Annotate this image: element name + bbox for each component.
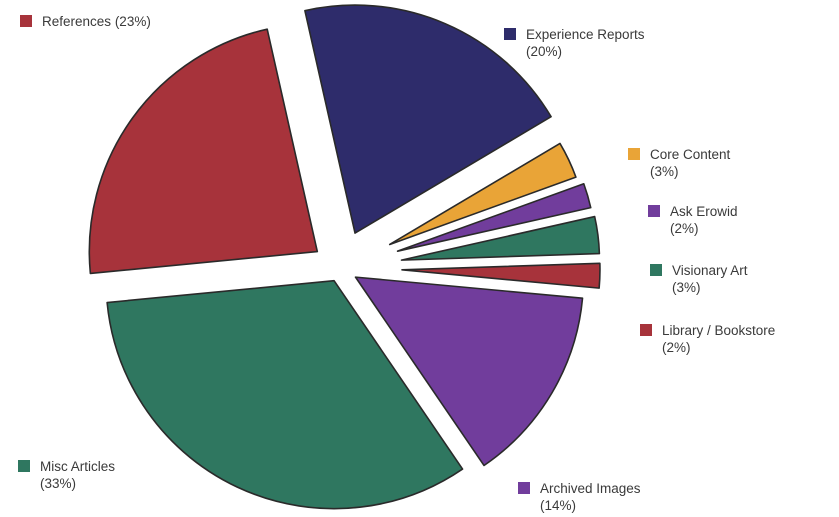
legend-label: Archived Images xyxy=(540,481,641,496)
pie-slice-library-bookstore xyxy=(401,262,601,289)
legend-item-ask-erowid: Ask Erowid (2%) xyxy=(648,203,738,237)
legend-percent: (3%) xyxy=(672,280,701,295)
legend-swatch xyxy=(648,205,660,217)
pie-slice-experience-reports xyxy=(304,4,552,234)
legend-swatch xyxy=(518,482,530,494)
pie-slice-archived-images xyxy=(354,276,584,467)
legend-item-misc-articles: Misc Articles (33%) xyxy=(18,458,115,492)
legend-item-references: References (23%) xyxy=(20,13,151,30)
pie-slice-misc-articles xyxy=(106,279,464,510)
legend-label: Library / Bookstore xyxy=(662,323,776,338)
legend-percent: (2%) xyxy=(670,221,699,236)
legend-percent: (33%) xyxy=(40,476,77,491)
legend-percent: (2%) xyxy=(662,340,691,355)
pie-slice-references xyxy=(88,28,319,275)
legend-label: Ask Erowid xyxy=(670,204,738,219)
legend-swatch xyxy=(640,324,652,336)
legend-percent: (14%) xyxy=(540,498,577,513)
legend-label: Experience Reports xyxy=(526,27,645,42)
legend-swatch xyxy=(650,264,662,276)
pie-slice-ask-erowid xyxy=(396,182,592,252)
legend-swatch xyxy=(18,460,30,472)
legend-label: Core Content xyxy=(650,147,731,162)
legend-swatch xyxy=(20,15,32,27)
legend-percent: (23%) xyxy=(114,14,151,29)
legend-item-visionary-art: Visionary Art (3%) xyxy=(650,262,748,296)
pie-slice-core-content xyxy=(388,142,577,246)
legend-item-experience-reports: Experience Reports (20%) xyxy=(504,26,645,60)
legend-item-library-bookstore: Library / Bookstore (2%) xyxy=(640,322,775,356)
legend-percent: (20%) xyxy=(526,44,563,59)
legend-label: Visionary Art xyxy=(672,263,748,278)
legend-label: References xyxy=(42,14,112,29)
pie-slice-visionary-art xyxy=(400,215,601,261)
legend-percent: (3%) xyxy=(650,164,679,179)
legend-label: Misc Articles xyxy=(40,459,116,474)
legend-swatch xyxy=(504,28,516,40)
legend-item-archived-images: Archived Images (14%) xyxy=(518,480,641,514)
legend-swatch xyxy=(628,148,640,160)
legend-item-core-content: Core Content (3%) xyxy=(628,146,730,180)
